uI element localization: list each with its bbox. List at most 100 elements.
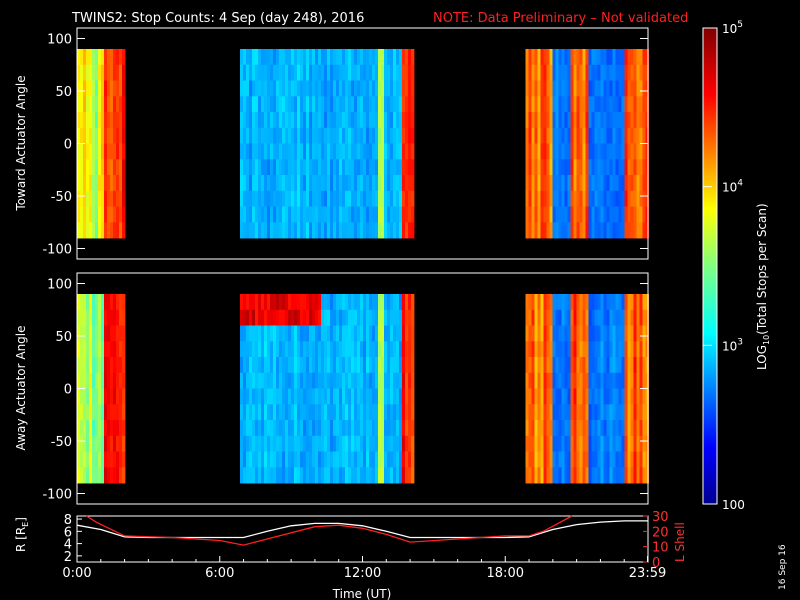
heatmap-cell — [348, 64, 352, 81]
heatmap-cell — [86, 175, 90, 192]
heatmap-cell — [540, 388, 544, 405]
heatmap-cell — [645, 143, 649, 160]
heatmap-cell — [639, 420, 643, 437]
heatmap-cell — [579, 404, 583, 421]
heatmap-cell — [267, 222, 271, 239]
heatmap-cell — [552, 127, 556, 144]
heatmap-cell — [119, 420, 123, 437]
heatmap-cell — [348, 49, 352, 66]
heatmap-cell — [609, 467, 613, 484]
heatmap-cell — [534, 206, 538, 223]
heatmap-cell — [306, 294, 310, 311]
heatmap-cell — [399, 206, 403, 223]
heatmap-cell — [552, 49, 556, 66]
heatmap-cell — [243, 64, 247, 81]
heatmap-cell — [408, 420, 412, 437]
heatmap-cell — [405, 190, 409, 207]
heatmap-cell — [552, 143, 556, 160]
heatmap-cell — [609, 451, 613, 468]
heatmap-cell — [89, 96, 93, 113]
heatmap-cell — [240, 143, 244, 160]
heatmap-cell — [86, 388, 90, 405]
heatmap-cell — [567, 143, 571, 160]
heatmap-cell — [83, 294, 87, 311]
heatmap-cell — [393, 309, 397, 326]
heatmap-cell — [291, 80, 295, 97]
heatmap-cell — [77, 294, 81, 311]
heatmap-cell — [342, 175, 346, 192]
heatmap-cell — [408, 80, 412, 97]
heatmap-cell — [585, 309, 589, 326]
heatmap-cell — [294, 388, 298, 405]
heatmap-cell — [255, 420, 259, 437]
heatmap-cell — [282, 372, 286, 389]
y-tick-label: 6 — [64, 525, 72, 540]
heatmap-cell — [285, 420, 289, 437]
heatmap-cell — [101, 325, 105, 342]
heatmap-cell — [531, 451, 535, 468]
heatmap-cell — [606, 404, 610, 421]
heatmap-cell — [89, 127, 93, 144]
heatmap-cell — [411, 206, 415, 223]
heatmap-cell — [549, 159, 553, 176]
heatmap-cell — [618, 112, 622, 129]
heatmap-cell — [618, 420, 622, 437]
heatmap-cell — [342, 159, 346, 176]
heatmap-cell — [585, 420, 589, 437]
heatmap-cell — [525, 222, 529, 239]
heatmap-cell — [396, 309, 400, 326]
heatmap-cell — [627, 143, 631, 160]
heatmap-cell — [576, 80, 580, 97]
heatmap-cell — [573, 206, 577, 223]
heatmap-cell — [375, 222, 379, 239]
heatmap-cell — [363, 96, 367, 113]
heatmap-cell — [276, 357, 280, 374]
heatmap-cell — [540, 112, 544, 129]
heatmap-cell — [573, 175, 577, 192]
heatmap-cell — [525, 467, 529, 484]
y-tick-label-right: 30 — [652, 510, 669, 525]
heatmap-cell — [399, 159, 403, 176]
heatmap-cell — [273, 435, 277, 452]
heatmap-cell — [540, 190, 544, 207]
heatmap-cell — [537, 190, 541, 207]
heatmap-cell — [612, 420, 616, 437]
heatmap-cell — [95, 388, 99, 405]
heatmap-cell — [324, 190, 328, 207]
heatmap-cell — [110, 309, 114, 326]
heatmap-cell — [552, 206, 556, 223]
heatmap-cell — [543, 341, 547, 358]
heatmap-cell — [636, 159, 640, 176]
heatmap-cell — [393, 435, 397, 452]
heatmap-cell — [381, 341, 385, 358]
heatmap-cell — [570, 143, 574, 160]
heatmap-cell — [327, 159, 331, 176]
heatmap-cell — [549, 64, 553, 81]
heatmap-cell — [627, 127, 631, 144]
heatmap-cell — [122, 222, 126, 239]
heatmap-cell — [600, 420, 604, 437]
away-ylabel: Away Actuator Angle — [14, 325, 28, 450]
heatmap-cell — [633, 341, 637, 358]
heatmap-cell — [279, 325, 283, 342]
heatmap-cell — [411, 451, 415, 468]
heatmap-cell — [333, 420, 337, 437]
heatmap-cell — [98, 451, 102, 468]
heatmap-cell — [405, 175, 409, 192]
heatmap-cell — [612, 49, 616, 66]
radius-series-line — [76, 520, 648, 539]
heatmap-cell — [600, 222, 604, 239]
heatmap-cell — [300, 127, 304, 144]
heatmap-cell — [639, 175, 643, 192]
heatmap-cell — [306, 372, 310, 389]
heatmap-cell — [579, 435, 583, 452]
heatmap-cell — [588, 175, 592, 192]
heatmap-cell — [119, 143, 123, 160]
heatmap-cell — [546, 175, 550, 192]
heatmap-cell — [531, 294, 535, 311]
heatmap-cell — [609, 190, 613, 207]
heatmap-cell — [327, 309, 331, 326]
heatmap-cell — [612, 175, 616, 192]
heatmap-cell — [264, 159, 268, 176]
heatmap-cell — [294, 222, 298, 239]
